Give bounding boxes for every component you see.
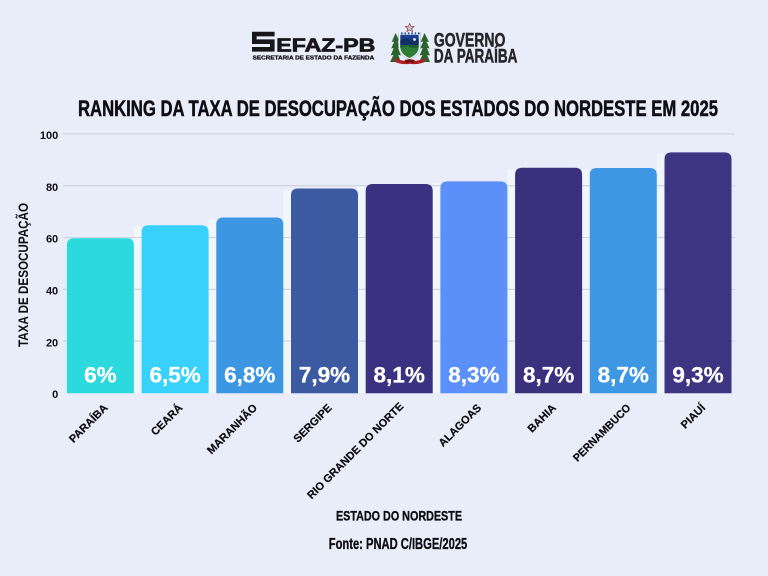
svg-text:6%: 6% (84, 363, 117, 388)
svg-text:6,5%: 6,5% (149, 363, 200, 388)
svg-text:DA PARAÍBA: DA PARAÍBA (434, 45, 518, 68)
svg-text:80: 80 (46, 182, 58, 194)
svg-text:100: 100 (40, 130, 58, 142)
svg-text:8,3%: 8,3% (448, 363, 499, 388)
svg-text:20: 20 (46, 337, 58, 349)
svg-text:8,7%: 8,7% (598, 363, 649, 388)
svg-text:7,9%: 7,9% (299, 363, 350, 388)
svg-text:TAXA DE DESOCUPAÇÃO: TAXA DE DESOCUPAÇÃO (14, 203, 31, 347)
svg-text:SECRETARIA DE ESTADO DA FAZEND: SECRETARIA DE ESTADO DA FAZENDA (253, 55, 375, 61)
svg-text:ESTADO DO NORDESTE: ESTADO DO NORDESTE (336, 509, 462, 524)
svg-text:GOVERNO: GOVERNO (434, 30, 506, 51)
svg-text:40: 40 (46, 286, 58, 298)
svg-text:8,7%: 8,7% (523, 363, 574, 388)
svg-text:RANKING DA TAXA DE DESOCUPAÇÃO: RANKING DA TAXA DE DESOCUPAÇÃO DOS ESTAD… (78, 96, 718, 121)
svg-text:60: 60 (46, 234, 58, 246)
svg-text:0: 0 (52, 389, 58, 401)
svg-text:6,8%: 6,8% (224, 363, 275, 388)
svg-text:EFAZ-PB: EFAZ-PB (276, 35, 375, 55)
svg-text:9,3%: 9,3% (672, 363, 723, 388)
svg-text:8,1%: 8,1% (374, 363, 425, 388)
svg-text:Fonte: PNAD C/IBGE/2025: Fonte: PNAD C/IBGE/2025 (329, 536, 468, 553)
